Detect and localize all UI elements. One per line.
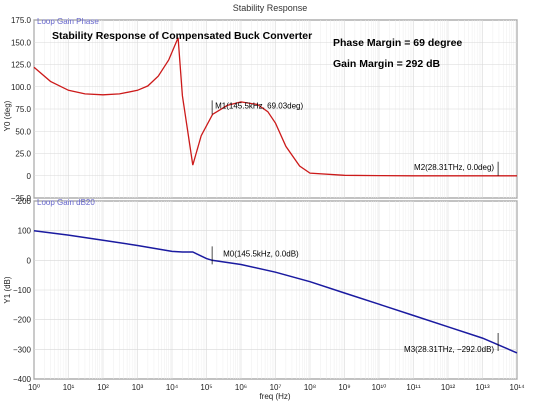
gain-panel-legend[interactable]: Loop Gain dB20: [37, 198, 95, 207]
phase-y-ticks: −25.0 0 25.0 50.0 75.0 100.0 125.0 150.0 175.0: [11, 16, 32, 203]
frequency-x-ticks: 10⁰ 10¹ 10² 10³ 10⁴ 10⁵ 10⁶ 10⁷ 10⁸ 10⁹ 10¹⁰ 10¹¹ 10…: [28, 383, 525, 392]
phase-y-tick-label: 100.0: [11, 83, 32, 92]
window-title: Stability Response: [232, 3, 308, 13]
phase-y-tick-label: −25.0: [11, 194, 32, 203]
x-tick-label: 10¹²: [441, 383, 456, 392]
gain-series-line[interactable]: [33, 229, 518, 354]
gain-y-tick-label: 100: [18, 227, 32, 236]
x-tick-label: 10⁴: [166, 383, 179, 392]
gain-markers: M0(145.5kHz, 0.0dB) M3(28.31THz, −292.0dB…: [211, 246, 499, 354]
phase-margin-annotation: Phase Margin = 69 degree: [333, 37, 462, 49]
phase-y-tick-label: 175.0: [11, 16, 32, 25]
phase-y-tick-label: 125.0: [11, 61, 32, 70]
x-tick-label: 10³: [132, 383, 144, 392]
marker-M2-label: M2(28.31THz, 0.0deg): [414, 163, 494, 172]
phase-y-tick-label: 150.0: [11, 38, 32, 47]
phase-y-tick-label: 25.0: [15, 150, 31, 159]
gain-y-axis-label: Y1 (dB): [3, 276, 12, 303]
x-tick-label: 10⁰: [28, 383, 40, 392]
x-tick-label: 10⁹: [338, 383, 350, 392]
x-tick-label: 10⁸: [304, 383, 316, 392]
phase-y-tick-label: 50.0: [15, 127, 31, 136]
gain-y-tick-label: 0: [27, 256, 32, 265]
x-tick-label: 10⁷: [270, 383, 282, 392]
gain-plot-grid: [33, 200, 518, 380]
x-tick-label: 10¹⁰: [372, 383, 387, 392]
x-tick-label: 10⁵: [200, 383, 212, 392]
x-tick-label: 10¹⁴: [510, 383, 526, 392]
x-tick-label: 10¹: [63, 383, 75, 392]
chart-title: Stability Response of Compensated Buck C…: [52, 30, 312, 42]
phase-y-tick-label: 75.0: [15, 105, 31, 114]
gain-y-tick-label: −400: [13, 375, 32, 384]
phase-panel-legend[interactable]: Loop Gain Phase: [37, 17, 99, 26]
x-axis-label: freq (Hz): [259, 392, 290, 401]
gain-y-tick-label: −100: [13, 286, 32, 295]
marker-M0-label: M0(145.5kHz, 0.0dB): [223, 249, 299, 258]
gain-y-ticks: −400 −300 −200 −100 0 100 200: [13, 197, 32, 384]
gain-y-tick-label: −300: [13, 345, 32, 354]
x-tick-label: 10²: [97, 383, 109, 392]
gain-y-tick-label: −200: [13, 316, 32, 325]
marker-M3-label: M3(28.31THz, −292.0dB): [404, 345, 494, 354]
phase-plot-grid: [33, 19, 518, 199]
phase-y-tick-label: 0: [27, 172, 32, 181]
x-tick-label: 10¹¹: [406, 383, 421, 392]
phase-markers: M1(145.5kHz, 69.03deg) M2(28.31THz, 0.0de…: [211, 100, 499, 176]
gain-y-tick-label: 200: [18, 197, 32, 206]
phase-series-line[interactable]: [33, 37, 517, 177]
x-tick-label: 10¹³: [475, 383, 490, 392]
x-tick-label: 10⁶: [235, 383, 247, 392]
gain-margin-annotation: Gain Margin = 292 dB: [333, 58, 440, 70]
marker-M1-label: M1(145.5kHz, 69.03deg): [215, 101, 303, 110]
phase-y-axis-label: Y0 (deg): [3, 100, 12, 131]
